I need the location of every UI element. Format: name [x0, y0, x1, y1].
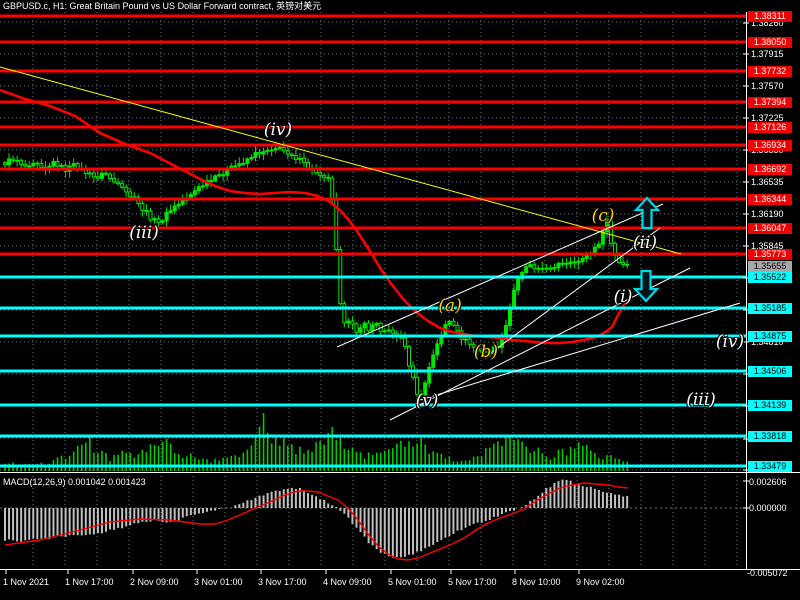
macd-scale-max: 0.002606 [749, 477, 787, 487]
down-arrow[interactable] [632, 269, 660, 303]
macd-signal-value: 0.001423 [108, 477, 146, 487]
price-badge-resistance: 1.37394 [748, 96, 792, 108]
trendline-channel-lower[interactable] [419, 302, 741, 401]
price-badge-support: 1.34139 [748, 399, 792, 411]
time-label: 8 Nov 10:00 [512, 577, 561, 587]
price-badge-support: 1.34506 [748, 365, 792, 377]
price-badge-support: 1.35522 [748, 271, 792, 283]
wave-label-iv: (iv) [263, 120, 293, 140]
price-badge-resistance: 1.37126 [748, 121, 792, 133]
candles[interactable] [3, 141, 630, 400]
price-badge-support: 1.33818 [748, 430, 792, 442]
price-tick: 1.34810 [751, 337, 784, 347]
time-label: 9 Nov 02:00 [576, 577, 625, 587]
horizontal-levels[interactable] [0, 14, 746, 468]
price-badge-resistance: 1.36047 [748, 222, 792, 234]
trendline-channel-inner[interactable] [487, 227, 661, 356]
time-label: 5 Nov 17:00 [448, 577, 497, 587]
macd-label: MACD(12,26,9) 0.001042 0.001423 [3, 477, 146, 487]
price-badge-current: 1.35655 [748, 260, 792, 272]
macd-main-value: 0.001042 [68, 477, 106, 487]
trendline-descending-yellow[interactable] [0, 66, 682, 255]
wave-label-ii: (ii) [632, 233, 658, 253]
wave-label-iv: (iv) [715, 332, 745, 352]
wave-label-b: (b) [473, 342, 499, 362]
time-label: 1 Nov 2021 [3, 577, 50, 587]
chart-title: GBPUSD.c, H1: Great Britain Pound vs US … [3, 1, 322, 11]
price-badge-support: 1.35185 [748, 302, 792, 314]
volume-bars [4, 412, 628, 471]
price-tick: 1.37915 [751, 49, 784, 59]
price-badge-resistance: 1.36934 [748, 139, 792, 151]
price-tick: 1.36535 [751, 177, 784, 187]
price-badge-support: 1.33479 [748, 460, 792, 472]
price-badge-resistance: 1.38311 [748, 10, 792, 22]
price-tick: 1.36190 [751, 209, 784, 219]
time-label: 5 Nov 01:00 [388, 577, 437, 587]
price-badge-resistance: 1.38050 [748, 36, 792, 48]
macd-name: MACD(12,26,9) [3, 477, 66, 487]
price-badge-resistance: 1.36692 [748, 163, 792, 175]
wave-label-a: (a) [438, 296, 462, 316]
price-tick: 1.35845 [751, 241, 784, 251]
macd-indicator[interactable] [4, 479, 629, 561]
wave-label-c: (c) [591, 206, 615, 226]
wave-label-i: (i) [613, 287, 633, 307]
time-label: 3 Nov 17:00 [258, 577, 307, 587]
price-tick: 1.37225 [751, 113, 784, 123]
price-badge-support: 1.34875 [748, 330, 792, 342]
wave-label-v: (v) [415, 391, 439, 411]
time-label: 3 Nov 01:00 [194, 577, 243, 587]
macd-scale-min: -0.005072 [747, 568, 788, 578]
trendlines[interactable] [0, 66, 741, 421]
time-label: 2 Nov 09:00 [130, 577, 179, 587]
price-tick: 1.38260 [751, 18, 784, 28]
wave-label-iii: (iii) [129, 223, 159, 243]
macd-scale-zero: 0.000000 [749, 503, 787, 513]
time-label: 4 Nov 09:00 [323, 577, 372, 587]
trendline-channel-upper[interactable] [336, 203, 664, 348]
time-label: 1 Nov 17:00 [65, 577, 114, 587]
price-tick: 1.37570 [751, 81, 784, 91]
up-arrow[interactable] [633, 196, 661, 230]
signal-arrows[interactable] [632, 196, 661, 303]
wave-label-iii: (iii) [686, 390, 716, 410]
price-badge-resistance: 1.36344 [748, 193, 792, 205]
price-badge-resistance: 1.37732 [748, 65, 792, 77]
price-badge-resistance: 1.35773 [748, 248, 792, 260]
